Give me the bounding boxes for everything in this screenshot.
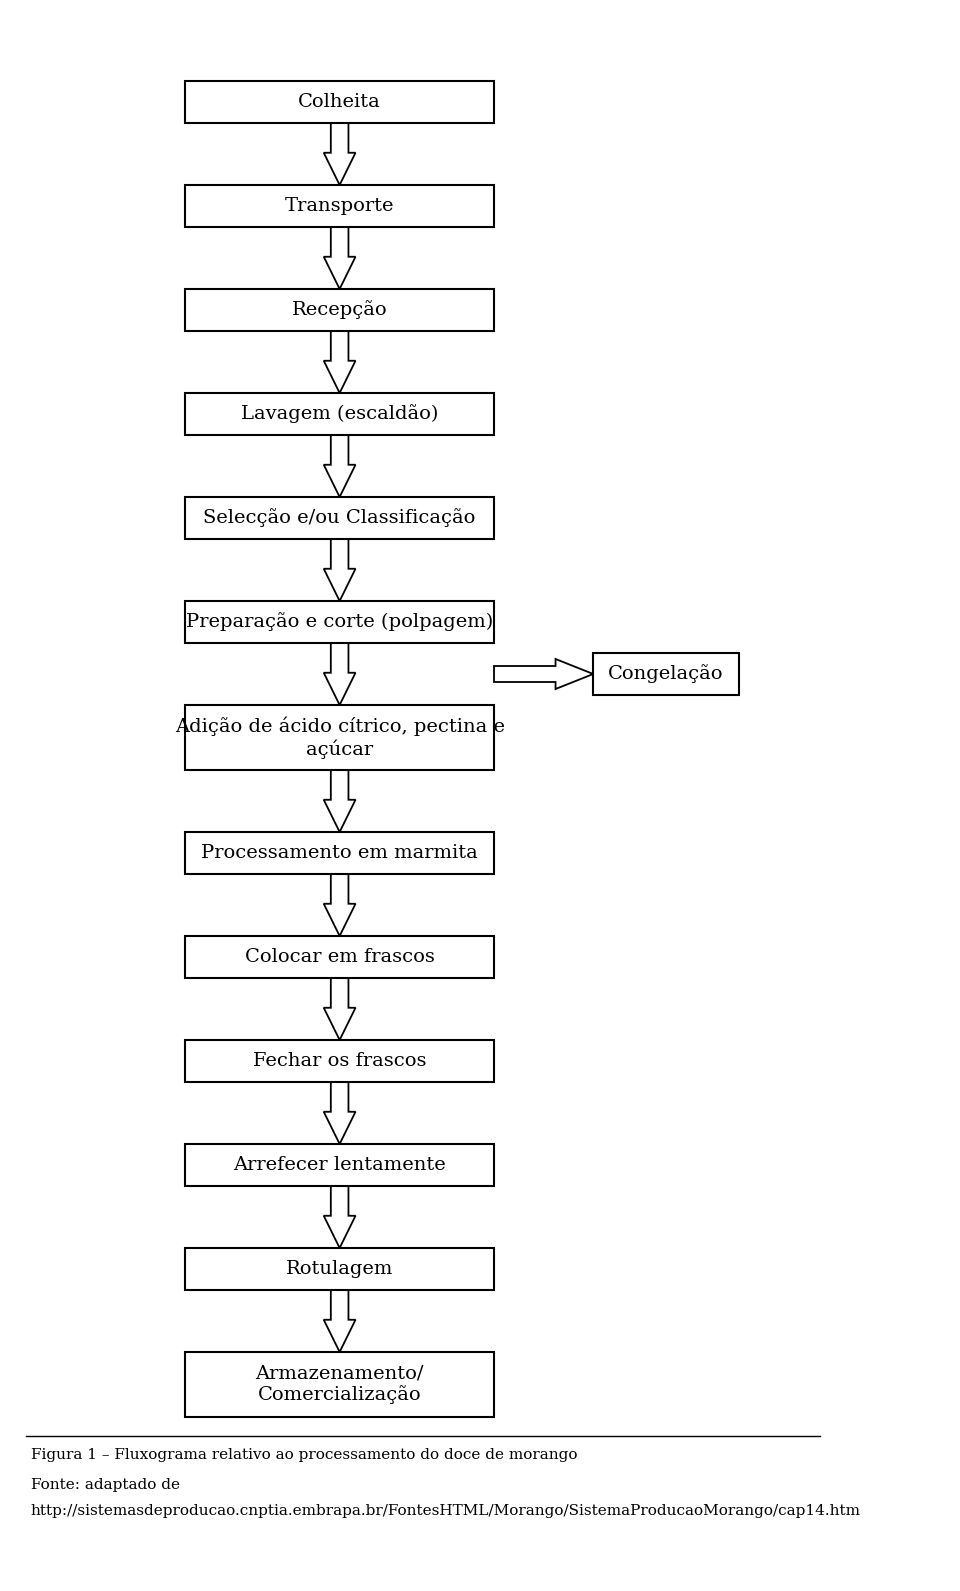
Bar [185,705,494,770]
Bar [185,81,494,123]
Polygon shape [324,873,355,936]
Text: Colocar em frascos: Colocar em frascos [245,948,435,966]
Bar [185,832,494,873]
Bar [593,652,739,695]
Polygon shape [324,770,355,832]
Polygon shape [324,1082,355,1144]
Polygon shape [324,1185,355,1247]
Bar [185,936,494,978]
Text: Preparação e corte (polpagem): Preparação e corte (polpagem) [186,613,493,632]
Bar [185,601,494,643]
Polygon shape [324,539,355,601]
Bar [185,496,494,539]
Text: Transporte: Transporte [285,197,395,215]
Bar [185,393,494,434]
Text: http://sistemasdeproducao.cnptia.embrapa.br/FontesHTML/Morango/SistemaProducaoMo: http://sistemasdeproducao.cnptia.embrapa… [31,1503,861,1518]
Text: Fonte: adaptado de: Fonte: adaptado de [31,1478,180,1492]
Text: Congelação: Congelação [609,665,724,684]
Text: Figura 1 – Fluxograma relativo ao processamento do doce de morango: Figura 1 – Fluxograma relativo ao proces… [31,1448,577,1462]
Text: Lavagem (escaldão): Lavagem (escaldão) [241,404,439,423]
Text: Arrefecer lentamente: Arrefecer lentamente [233,1157,446,1174]
Text: Recepção: Recepção [292,301,388,320]
Bar [185,1041,494,1082]
Polygon shape [494,659,593,689]
Text: Processamento em marmita: Processamento em marmita [202,843,478,862]
Text: Rotulagem: Rotulagem [286,1260,394,1278]
Bar [185,185,494,228]
Text: Adição de ácido cítrico, pectina e
açúcar: Adição de ácido cítrico, pectina e açúca… [175,716,505,759]
Polygon shape [324,978,355,1041]
Bar [185,1352,494,1418]
Text: Colheita: Colheita [299,92,381,111]
Polygon shape [324,228,355,290]
Polygon shape [324,434,355,496]
Text: Armazenamento/
Comercialização: Armazenamento/ Comercialização [255,1365,424,1405]
Bar [185,1144,494,1185]
Bar [185,290,494,331]
Polygon shape [324,643,355,705]
Polygon shape [324,123,355,185]
Text: Fechar os frascos: Fechar os frascos [252,1052,426,1071]
Polygon shape [324,1290,355,1352]
Bar [185,1247,494,1290]
Text: Selecção e/ou Classificação: Selecção e/ou Classificação [204,509,476,528]
Polygon shape [324,331,355,393]
